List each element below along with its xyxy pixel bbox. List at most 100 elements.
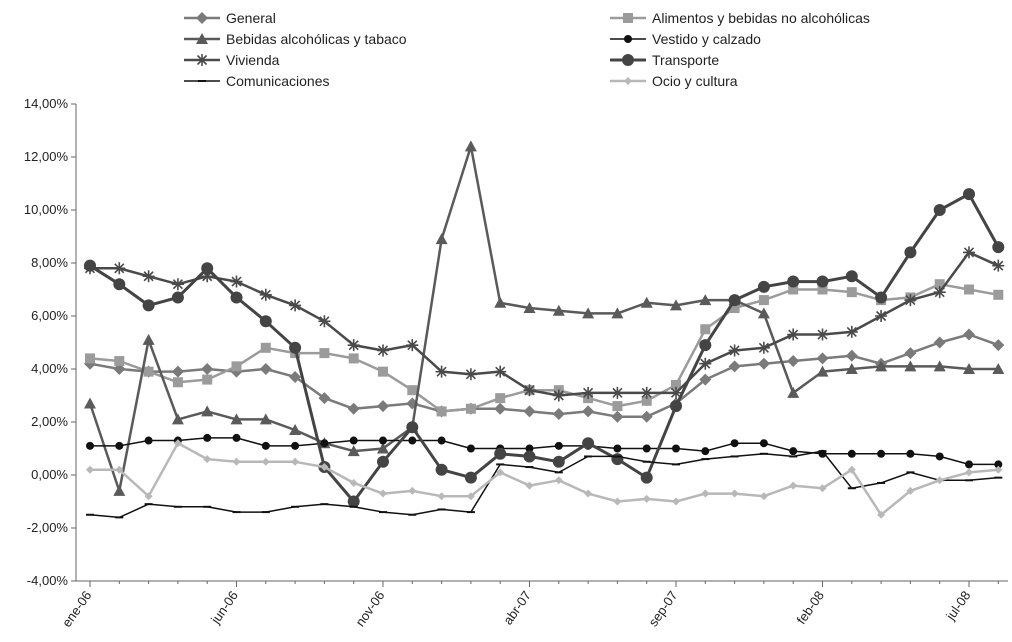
plot-area [84,140,1005,519]
data-point [670,386,682,399]
data-point [319,348,330,359]
data-point [992,259,1005,272]
data-point [964,284,974,295]
data-point [523,302,536,314]
data-point [904,294,917,307]
data-point [349,436,358,445]
data-point [84,259,96,272]
data-point [171,291,184,304]
data-point [906,449,915,458]
data-point [818,484,827,493]
data-point [700,324,711,335]
data-point [816,328,829,341]
data-point [759,439,768,448]
data-point [963,246,975,259]
data-point [466,492,475,501]
data-point [172,377,183,388]
data-point [349,478,358,487]
data-point [611,453,624,466]
data-point [523,450,536,463]
data-point [757,341,770,354]
x-tick-label: sep-07 [645,588,680,629]
legend-item-ocio-y-cultura: Ocio y cultura [610,73,738,89]
data-point [670,400,682,413]
data-point [963,328,975,341]
data-point [201,262,214,275]
data-point [377,455,389,468]
data-point [525,481,534,490]
data-point [787,328,800,341]
y-axis: 14,00% 12,00% 10,00% 8,00% 6,00% 4,00% 2,00% 0,… [24,96,77,588]
data-point [758,295,769,306]
legend-item-bebidas-alcoholicas-y-tabaco: Bebidas alcohólicas y tabaco [184,31,407,47]
data-point [377,400,389,413]
data-point [787,386,800,398]
data-point [115,441,124,450]
series-line-vestido-y-calzado [90,437,999,466]
data-point [640,410,653,423]
data-point [640,471,653,484]
data-point [933,360,946,372]
data-point [729,303,740,314]
legend-marker [196,12,208,24]
data-point [847,465,856,474]
series-bebidas-alcoholicas-y-tabaco [84,140,1005,496]
data-point [202,374,213,385]
series-comunicaciones [86,450,1003,519]
data-point [642,444,651,453]
data-point [408,436,417,445]
data-point [171,365,184,378]
data-point [377,442,389,454]
data-point [86,465,94,474]
data-point [582,405,595,418]
data-point [259,315,272,328]
x-tick-label: abr-07 [500,588,534,627]
legend-item-vivienda: Vivienda [184,52,280,68]
data-point [494,365,507,378]
data-point [992,339,1005,352]
data-point [464,471,477,484]
legend-label: Transporte [652,52,719,68]
data-point [436,406,447,417]
data-point [379,489,387,498]
x-axis: ene-06 jun-06 nov-06 abr-07 sep-07 feb-08 jul-… [59,580,1008,630]
data-point [992,363,1005,374]
y-tick-label: 2,00% [31,414,68,429]
data-point [171,278,184,291]
data-point [377,344,389,357]
legend: General Alimentos y bebidas no alcohólica… [184,10,870,89]
data-point [496,468,505,477]
data-point [408,486,417,495]
data-point [320,463,329,472]
legend-marker [622,54,634,66]
data-point [84,397,96,409]
data-point [406,421,419,434]
data-point [582,437,595,450]
data-point [320,439,329,448]
data-point [787,355,800,368]
data-point [963,363,975,374]
data-point [230,291,243,304]
data-point [291,441,300,450]
data-point [846,287,857,298]
data-point [611,410,624,423]
data-point [728,294,741,307]
data-point [845,325,858,338]
data-point [787,275,800,288]
data-point [993,289,1004,300]
legend-label: Comunicaciones [226,73,330,89]
y-tick-label: 4,00% [31,361,68,376]
data-point [965,460,973,469]
data-point [906,486,915,495]
series-transporte [84,188,1005,508]
data-point [789,447,798,456]
data-point [203,455,212,464]
data-point [231,361,242,372]
data-point [407,385,418,396]
y-tick-label: 10,00% [24,202,69,217]
data-point [464,140,477,152]
x-tick-label: ene-06 [59,588,95,630]
data-point [259,413,272,425]
data-point [142,299,155,312]
data-point [611,307,624,319]
